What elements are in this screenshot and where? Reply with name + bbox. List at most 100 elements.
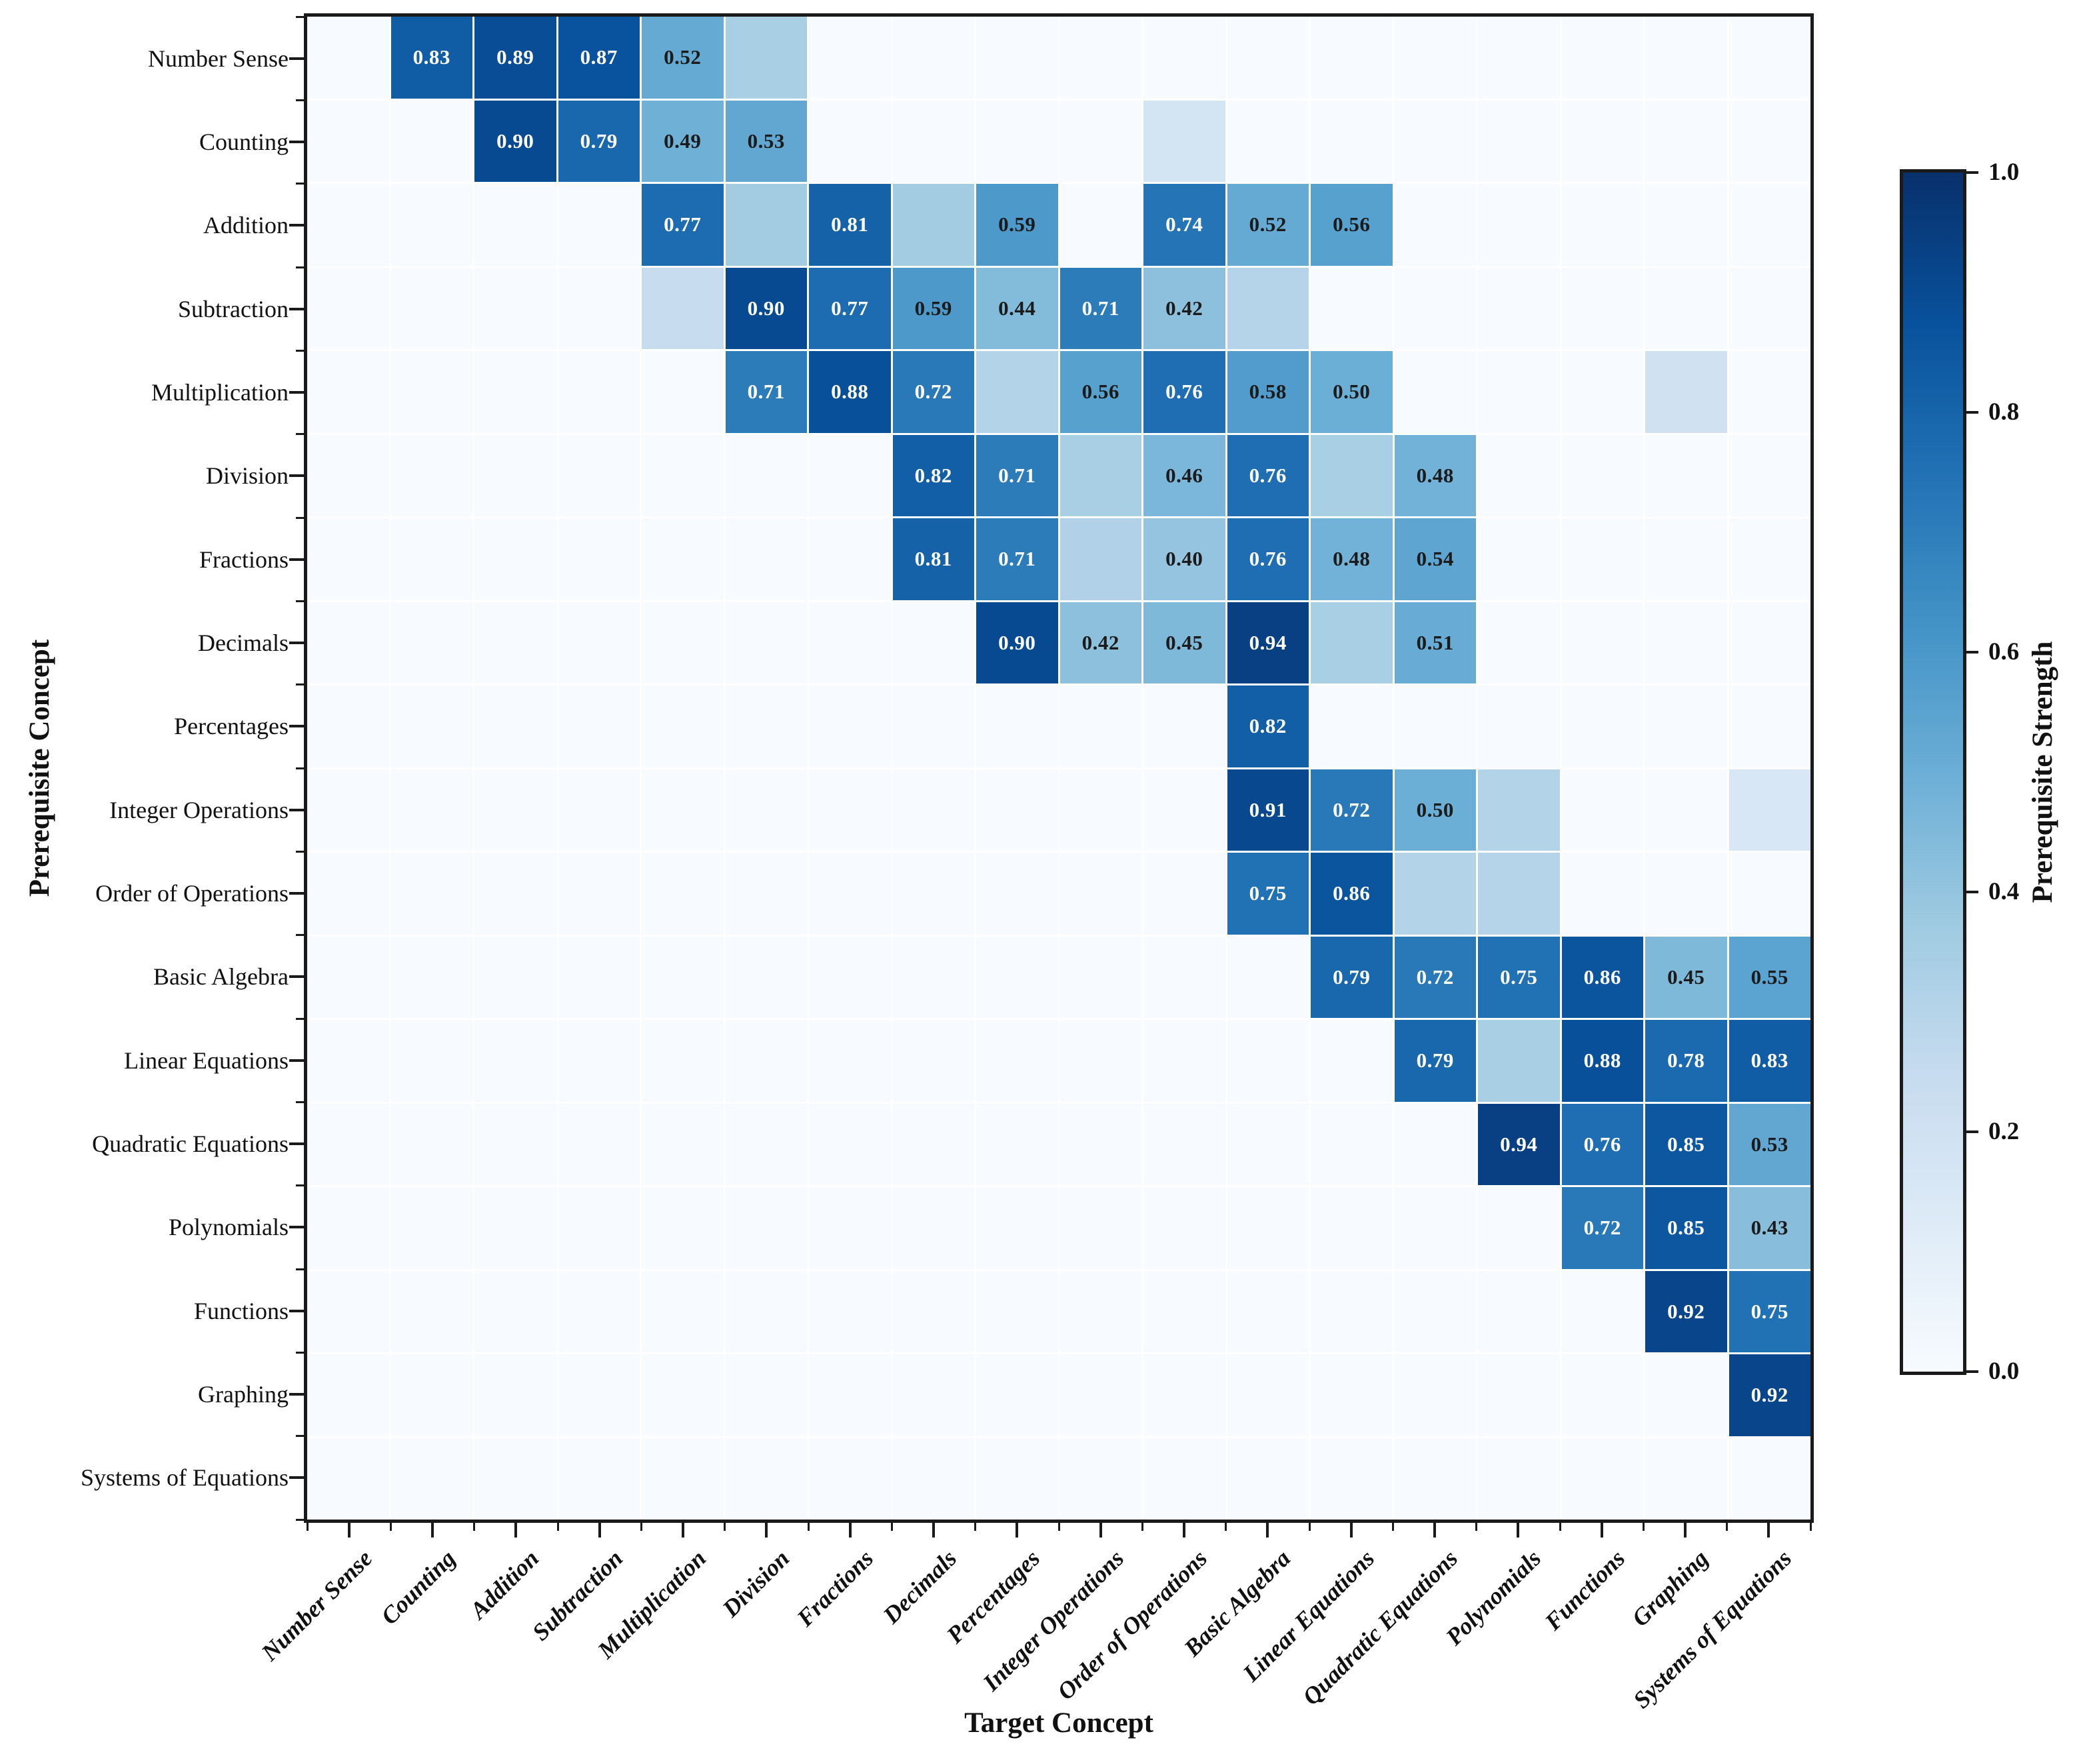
heatmap-cell	[474, 518, 556, 600]
heatmap-cell	[558, 434, 640, 516]
heatmap-cell	[725, 1187, 807, 1269]
heatmap-cell	[390, 1187, 472, 1269]
heatmap-cell	[1311, 1020, 1393, 1102]
heatmap-cell	[725, 518, 807, 600]
colorbar-tick-label: 0.0	[1988, 1358, 2020, 1385]
x-major-tick	[1767, 1523, 1770, 1538]
heatmap-cell	[1394, 267, 1476, 349]
heatmap-cell: 0.76	[1143, 351, 1225, 433]
heatmap-cell	[558, 1270, 640, 1352]
y-minor-tick	[296, 433, 304, 436]
x-major-tick	[1684, 1523, 1687, 1538]
heatmap-cell: 0.72	[1394, 936, 1476, 1018]
heatmap-cell	[725, 1270, 807, 1352]
heatmap-cell	[1561, 769, 1643, 851]
y-major-tick	[289, 307, 304, 310]
heatmap-cell	[474, 267, 556, 349]
y-tick-label: Integer Operations	[109, 796, 289, 823]
heatmap-cell	[892, 1187, 974, 1269]
heatmap-cell	[809, 1103, 891, 1185]
heatmap-cell	[307, 351, 389, 433]
heatmap-cell: 0.79	[558, 100, 640, 182]
heatmap-cell	[474, 184, 556, 266]
heatmap-cell	[1059, 1187, 1141, 1269]
y-minor-tick	[296, 266, 304, 268]
x-minor-tick	[1057, 1523, 1060, 1531]
heatmap-cell	[474, 434, 556, 516]
heatmap-cell	[474, 1270, 556, 1352]
x-major-tick	[1600, 1523, 1603, 1538]
heatmap-cell	[307, 602, 389, 683]
heatmap-cell	[1729, 17, 1810, 99]
heatmap-cell	[1311, 1187, 1393, 1269]
heatmap-cell	[307, 434, 389, 516]
heatmap-cell	[558, 351, 640, 433]
heatmap-cell: 0.81	[809, 184, 891, 266]
heatmap-cell	[725, 936, 807, 1018]
heatmap-cell	[642, 1270, 724, 1352]
x-tick-label: Decimals	[878, 1545, 962, 1629]
y-tick-label: Functions	[193, 1297, 289, 1324]
heatmap-cell	[892, 936, 974, 1018]
y-minor-tick	[296, 767, 304, 769]
heatmap-cell	[558, 685, 640, 767]
heatmap-cell: 0.88	[1561, 1020, 1643, 1102]
heatmap-cell	[1059, 853, 1141, 935]
heatmap-cell	[390, 518, 472, 600]
heatmap-cell	[558, 1354, 640, 1436]
heatmap-cell	[976, 1187, 1058, 1269]
heatmap-cell	[725, 602, 807, 683]
y-major-tick	[289, 558, 304, 561]
y-tick-label: Polynomials	[168, 1214, 289, 1241]
heatmap-cell	[1645, 685, 1727, 767]
y-tick-label: Linear Equations	[124, 1047, 289, 1074]
heatmap-cell	[307, 1103, 389, 1185]
heatmap-cell	[725, 1020, 807, 1102]
x-tick-label: Counting	[375, 1545, 461, 1630]
heatmap-cell	[809, 518, 891, 600]
heatmap-cell	[1227, 100, 1309, 182]
heatmap-cell	[892, 1438, 974, 1520]
heatmap-cell	[474, 351, 556, 433]
y-major-tick	[289, 1142, 304, 1145]
heatmap-cell	[1561, 685, 1643, 767]
colorbar-tick	[1966, 651, 1978, 654]
y-major-tick	[289, 1393, 304, 1396]
x-minor-tick	[1559, 1523, 1561, 1531]
heatmap-cell	[809, 602, 891, 683]
heatmap-grid: 0.83 0.89 0.87 0.52 0.90 0.79 0.49 0.53 0.77 0.81…	[307, 17, 1810, 1520]
heatmap-cell	[809, 1020, 891, 1102]
heatmap-cell	[892, 685, 974, 767]
y-major-tick	[289, 1309, 304, 1312]
heatmap-cell	[1561, 518, 1643, 600]
heatmap-cell	[1729, 685, 1810, 767]
colorbar-tick-label: 0.8	[1988, 398, 2020, 426]
x-tick-label: Quadratic Equations	[1297, 1545, 1463, 1711]
y-tick-label: Quadratic Equations	[92, 1130, 289, 1157]
x-major-tick	[1099, 1523, 1102, 1538]
heatmap-cell	[390, 1354, 472, 1436]
heatmap-cell	[1645, 351, 1727, 433]
heatmap-cell	[1645, 1354, 1727, 1436]
y-minor-tick	[296, 349, 304, 352]
heatmap-cell	[307, 853, 389, 935]
heatmap-cell	[558, 936, 640, 1018]
y-tick-label: Counting	[199, 129, 289, 155]
y-tick-label: Fractions	[199, 546, 289, 573]
heatmap-cell	[474, 1438, 556, 1520]
heatmap-cell	[558, 1187, 640, 1269]
heatmap-cell	[1059, 685, 1141, 767]
x-minor-tick	[1475, 1523, 1478, 1531]
heatmap-cell	[809, 17, 891, 99]
heatmap-cell: 0.48	[1394, 434, 1476, 516]
heatmap-cell	[1645, 184, 1727, 266]
heatmap-cell	[1311, 434, 1393, 516]
heatmap-cell	[1729, 1438, 1810, 1520]
heatmap-cell	[1394, 100, 1476, 182]
x-tick-label: Addition	[464, 1545, 544, 1624]
heatmap-cell	[1311, 17, 1393, 99]
x-minor-tick	[1141, 1523, 1143, 1531]
heatmap-cell: 0.78	[1645, 1020, 1727, 1102]
heatmap-cell	[1561, 351, 1643, 433]
